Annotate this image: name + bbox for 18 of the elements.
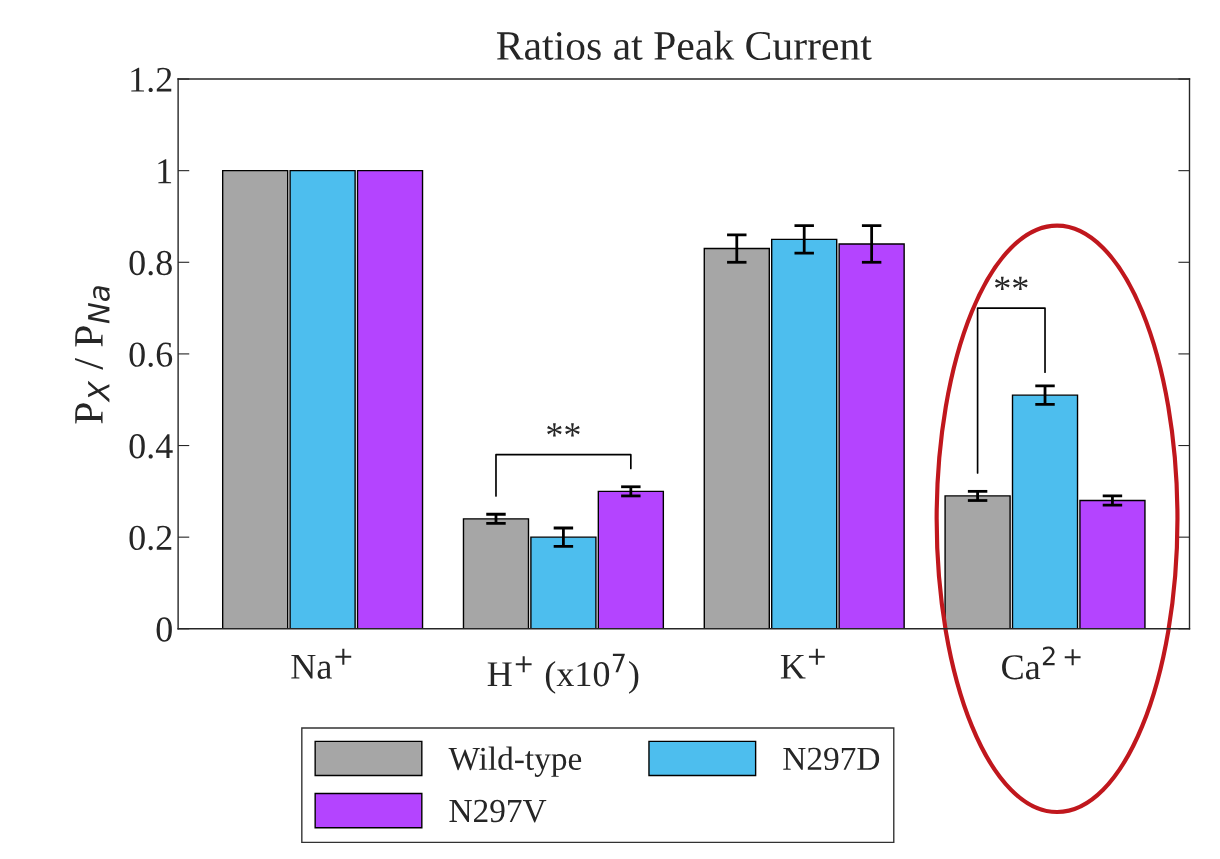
y-tick-label: 0.4 — [129, 434, 173, 459]
legend-label: Wild-type — [448, 746, 582, 777]
y-tick-label: 0.2 — [129, 525, 172, 551]
legend-label: N297D — [783, 747, 880, 771]
y-tick-label: 1.2 — [131, 67, 172, 93]
annotation: ** — [995, 276, 1028, 290]
x-tick-label: H$^{+}$ (x10$^{7}$) — [487, 653, 639, 694]
x-tick-label: Ca$^{2+}$ — [1002, 646, 1081, 680]
chart-title: Ratios at Peak Current — [496, 30, 872, 60]
x-tick-label: K$^{+}$ — [780, 648, 825, 679]
y-tick-label: 0.8 — [129, 250, 172, 276]
y-tick-label: 0 — [156, 617, 172, 642]
x-tick-label: Na$^{+}$ — [291, 648, 352, 679]
y-tick-label: 1 — [158, 159, 172, 184]
y-tick-label: 0.6 — [129, 342, 173, 367]
annotation: ** — [547, 423, 580, 437]
y-axis-title: P$_{X}$ / P$_{Na}$ — [75, 286, 110, 424]
legend-label: N297V — [449, 799, 547, 823]
